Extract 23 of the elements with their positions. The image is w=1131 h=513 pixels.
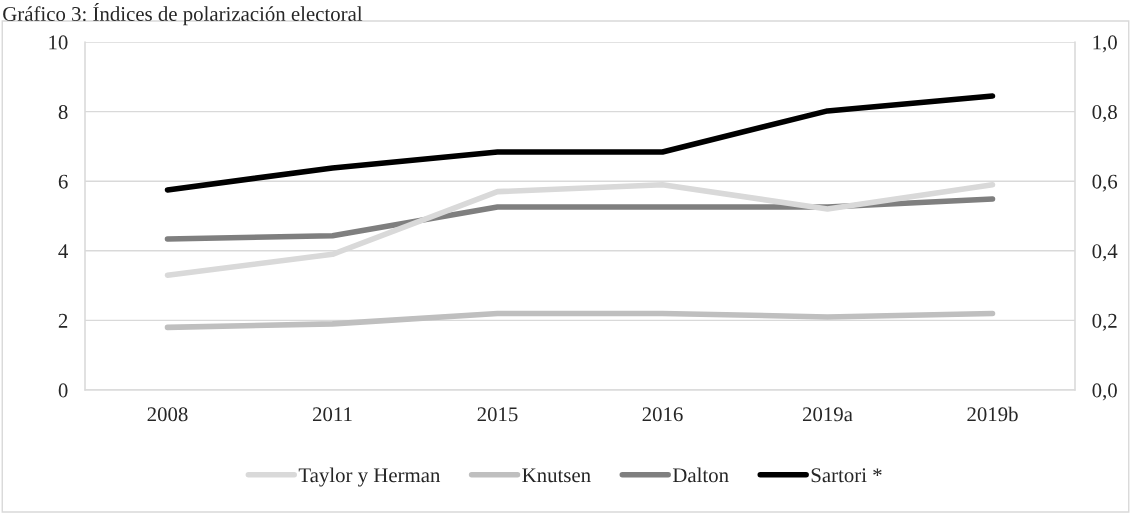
y2-tick-label: 0,8	[1092, 104, 1117, 123]
y2-tick-label: 0,4	[1092, 244, 1118, 262]
x-tick-label: 2015	[477, 407, 518, 422]
y2-tick-label: 1,0	[1093, 35, 1117, 53]
y2-tick-label: 0,6	[1092, 174, 1118, 192]
x-tick-label: 2016	[642, 407, 683, 422]
y-tick-label: 2	[58, 313, 68, 328]
legend-label: Knutsen	[522, 468, 591, 483]
y-tick-label: 8	[58, 104, 68, 120]
x-tick-label: 2011	[312, 407, 352, 422]
legend-label: Sartori *	[811, 468, 882, 483]
x-tick-label: 2008	[147, 407, 188, 422]
y-tick-label: 6	[58, 174, 68, 189]
y2-tick-label: 0,0	[1092, 383, 1117, 401]
x-tick-label: 2019b	[967, 406, 1018, 422]
y-tick-label: 4	[58, 244, 69, 259]
y-tick-label: 0	[58, 383, 68, 398]
y-tick-label: 10	[49, 35, 68, 50]
chart-title: Gráfico 3: Índices de polarización electoral	[3, 3, 363, 26]
x-tick-label: 2019a	[802, 407, 853, 422]
legend-label: Dalton	[672, 467, 729, 483]
y2-tick-label: 0,2	[1092, 313, 1117, 331]
legend-label: Taylor y Herman	[298, 467, 441, 487]
